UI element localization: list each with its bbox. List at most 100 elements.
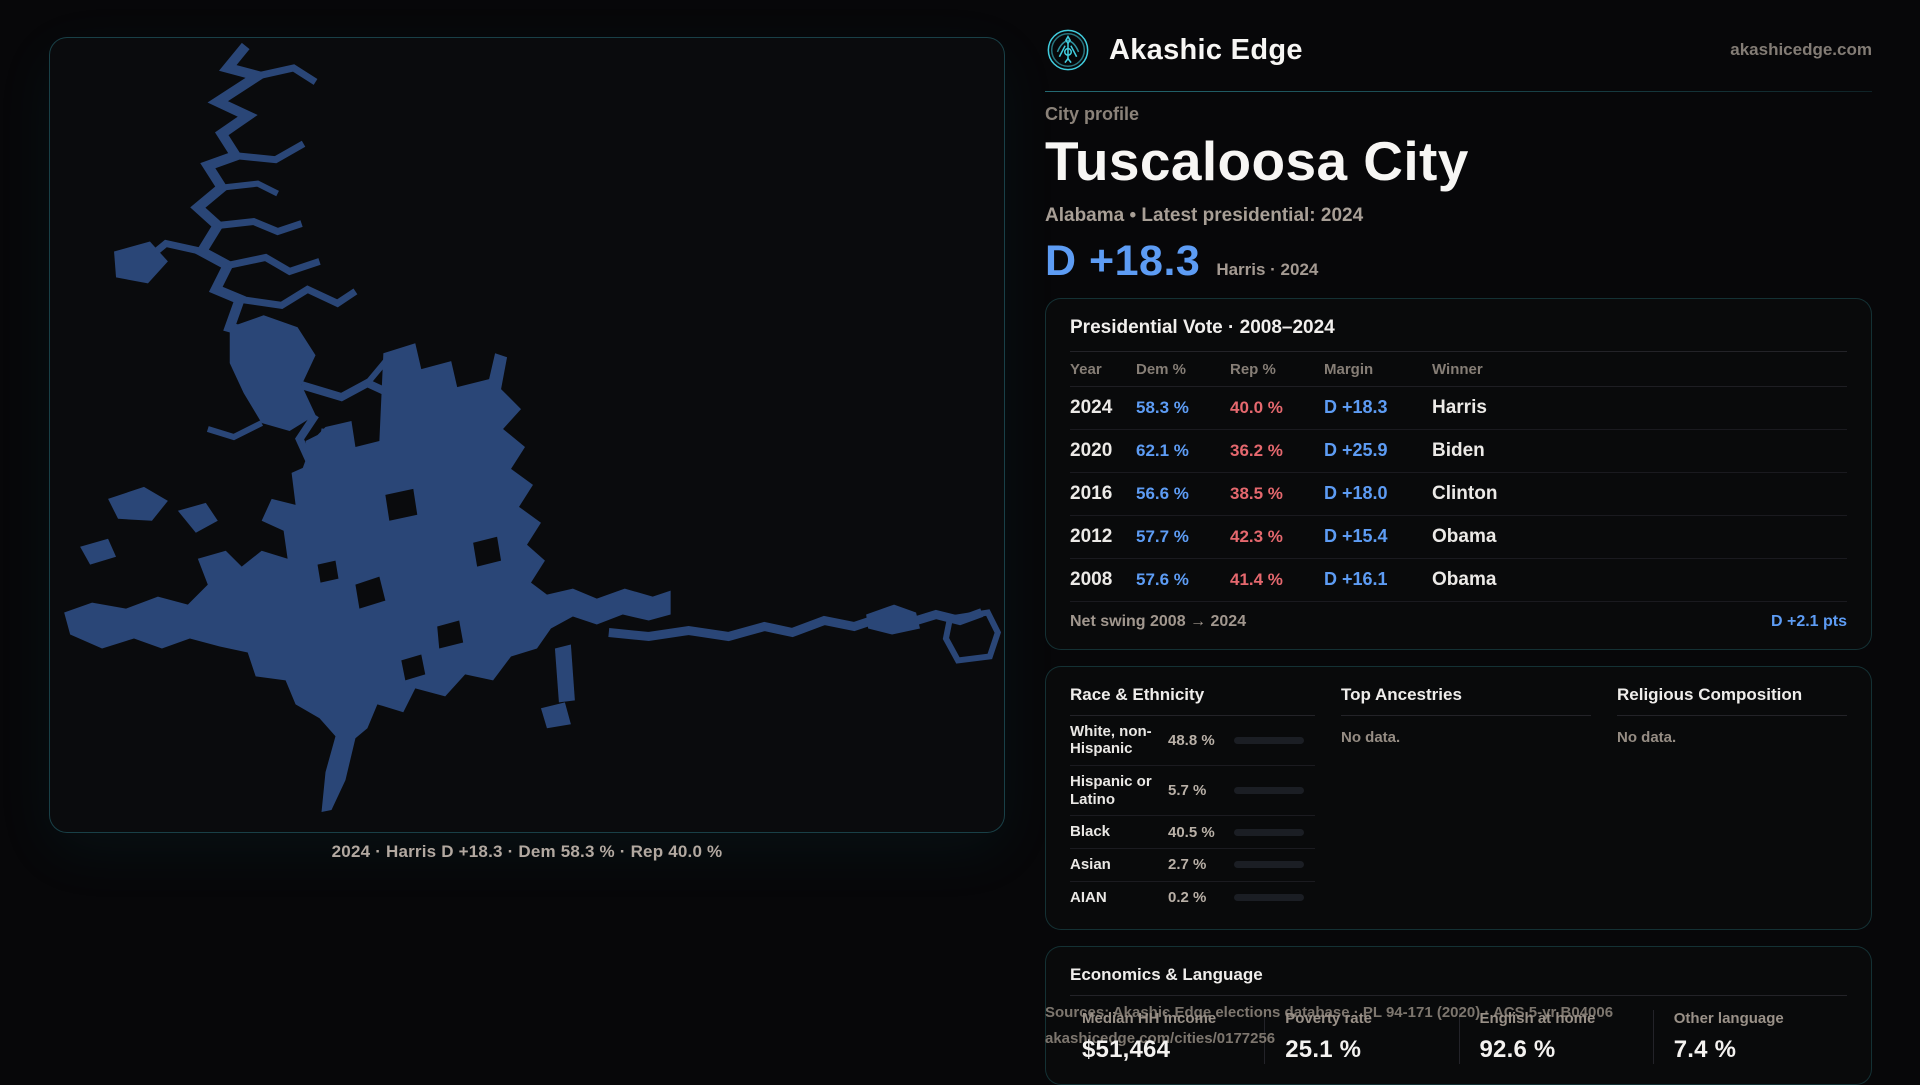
- map-river-spur: [256, 64, 318, 85]
- economics-stat: English at home 92.6 %: [1458, 1010, 1653, 1065]
- vote-dem-pct: 57.6 %: [1136, 569, 1189, 589]
- presidential-vote-card: Presidential Vote · 2008–2024 Year Dem %…: [1045, 297, 1872, 650]
- map-fragment: [177, 502, 218, 533]
- race-bar-track: [1234, 894, 1304, 902]
- vote-winner: Obama: [1432, 568, 1497, 590]
- profile-pane: Akashic Edge akashicedge.com City profil…: [1045, 0, 1872, 1085]
- race-row: Hispanic or Latino 5.7 %: [1070, 766, 1315, 817]
- stat-value: 92.6 %: [1479, 1036, 1556, 1064]
- map-river-spur: [300, 378, 396, 402]
- page-subtitle: Alabama • Latest presidential: 2024: [1045, 204, 1364, 226]
- map-city-mass: [64, 343, 671, 813]
- race-bar-track: [1234, 736, 1304, 744]
- brand-header: Akashic Edge akashicedge.com: [1045, 0, 1872, 74]
- race-row: Black 40.5 %: [1070, 816, 1315, 850]
- vote-card-title: Presidential Vote · 2008–2024: [1070, 317, 1847, 352]
- economics-stats: Median HH income $51,464 Poverty rate 25…: [1070, 1010, 1847, 1065]
- permalink-url[interactable]: akashicedge.com/cities/0177256: [1045, 1030, 1276, 1047]
- vote-winner: Obama: [1432, 525, 1497, 547]
- race-ethnicity-section: Race & Ethnicity White, non-Hispanic 48.…: [1070, 685, 1315, 914]
- stat-label: Poverty rate: [1285, 1010, 1372, 1028]
- race-label: White, non-Hispanic: [1070, 722, 1152, 758]
- top-ancestries-section: Top Ancestries No data.: [1341, 685, 1591, 914]
- stat-label: Other language: [1673, 1010, 1784, 1028]
- map-river-spur: [206, 420, 264, 441]
- akashic-edge-logo-icon: [1047, 29, 1089, 71]
- city-map-card: [49, 37, 1005, 833]
- race-value: 48.8 %: [1168, 731, 1215, 749]
- vote-table-row: 2016 56.6 % 38.5 % D +18.0 Clinton: [1070, 473, 1847, 516]
- economics-title: Economics & Language: [1070, 965, 1847, 997]
- race-bar-track: [1234, 828, 1304, 836]
- stat-value: 7.4 %: [1673, 1036, 1737, 1064]
- race-rows: White, non-Hispanic 48.8 % Hispanic or L…: [1070, 716, 1315, 914]
- city-map: [64, 42, 1002, 813]
- race-label: AIAN: [1070, 888, 1107, 906]
- brand-domain-link[interactable]: akashicedge.com: [1730, 40, 1872, 59]
- map-fragment: [108, 486, 168, 521]
- headline-margin-row: D +18.3 Harris · 2024: [1045, 237, 1872, 286]
- headline-note: Harris · 2024: [1216, 259, 1319, 279]
- map-river-spur: [227, 253, 321, 276]
- header-divider: [1045, 91, 1872, 92]
- economics-stat: Median HH income $51,464: [1070, 1010, 1264, 1064]
- net-swing-value: D +2.1 pts: [1770, 612, 1847, 630]
- brand-name: Akashic Edge: [1109, 33, 1303, 66]
- stat-label: Median HH income: [1082, 1010, 1217, 1028]
- map-river-spur: [217, 217, 303, 236]
- map-corridor-loop: [942, 609, 1002, 664]
- vote-winner: Clinton: [1432, 482, 1498, 504]
- race-bar-track: [1234, 861, 1304, 869]
- vote-year: 2024: [1070, 396, 1113, 418]
- vote-table-header: Year Dem % Rep % Margin Winner: [1070, 352, 1847, 387]
- vote-year: 2020: [1070, 439, 1113, 461]
- map-corridor-bump: [866, 604, 921, 635]
- net-swing-label: Net swing 2008 → 2024: [1070, 612, 1247, 630]
- vote-table-row: 2024 58.3 % 40.0 % D +18.3 Harris: [1070, 387, 1847, 430]
- stat-label: English at home: [1479, 1010, 1596, 1028]
- race-value: 5.7 %: [1168, 782, 1207, 800]
- race-ethnicity-title: Race & Ethnicity: [1070, 685, 1315, 716]
- vote-dem-pct: 62.1 %: [1136, 440, 1189, 460]
- vote-rep-pct: 36.2 %: [1230, 440, 1283, 460]
- vote-year: 2012: [1070, 525, 1113, 547]
- vote-rep-pct: 38.5 %: [1230, 483, 1283, 503]
- vote-margin: D +18.0: [1324, 483, 1388, 504]
- race-row: White, non-Hispanic 48.8 %: [1070, 716, 1315, 766]
- vote-table-row: 2020 62.1 % 36.2 % D +25.9 Biden: [1070, 430, 1847, 473]
- vote-table-body: 2024 58.3 % 40.0 % D +18.3 Harris 2020 6…: [1070, 387, 1847, 602]
- map-fragment: [554, 644, 575, 703]
- map-lake-pool: [229, 315, 316, 432]
- vote-winner: Harris: [1432, 396, 1487, 418]
- vote-table-row: 2012 57.7 % 42.3 % D +15.4 Obama: [1070, 516, 1847, 559]
- top-ancestries-title: Top Ancestries: [1341, 685, 1591, 716]
- race-label: Black: [1070, 823, 1111, 841]
- race-label: Asian: [1070, 856, 1111, 874]
- economics-stat: Other language 7.4 %: [1652, 1010, 1847, 1065]
- race-row: Asian 2.7 %: [1070, 849, 1315, 882]
- col-rep: Rep %: [1230, 360, 1276, 378]
- vote-margin: D +16.1: [1324, 569, 1388, 590]
- race-value: 40.5 %: [1168, 823, 1215, 841]
- economics-stat: Poverty rate 25.1 %: [1264, 1010, 1458, 1065]
- vote-margin: D +15.4: [1324, 526, 1388, 547]
- col-margin: Margin: [1324, 360, 1374, 378]
- race-value: 0.2 %: [1168, 889, 1207, 907]
- vote-margin: D +18.3: [1324, 397, 1388, 418]
- demographics-card: Race & Ethnicity White, non-Hispanic 48.…: [1045, 665, 1872, 931]
- headline-margin: D +18.3: [1045, 236, 1201, 285]
- col-dem: Dem %: [1136, 360, 1187, 378]
- vote-rep-pct: 42.3 %: [1230, 526, 1283, 546]
- religious-composition-title: Religious Composition: [1617, 685, 1847, 716]
- map-caption: 2024 · Harris D +18.3 · Dem 58.3 % · Rep…: [331, 842, 723, 861]
- page-kicker: City profile: [1045, 104, 1140, 124]
- religion-empty-state: No data.: [1617, 728, 1677, 746]
- map-fragment: [540, 702, 571, 729]
- map-fragment: [80, 538, 117, 565]
- race-bar-track: [1234, 787, 1304, 795]
- map-river-spur: [239, 285, 358, 309]
- vote-margin: D +25.9: [1324, 440, 1388, 461]
- stat-value: $51,464: [1082, 1036, 1171, 1064]
- col-winner: Winner: [1432, 360, 1483, 378]
